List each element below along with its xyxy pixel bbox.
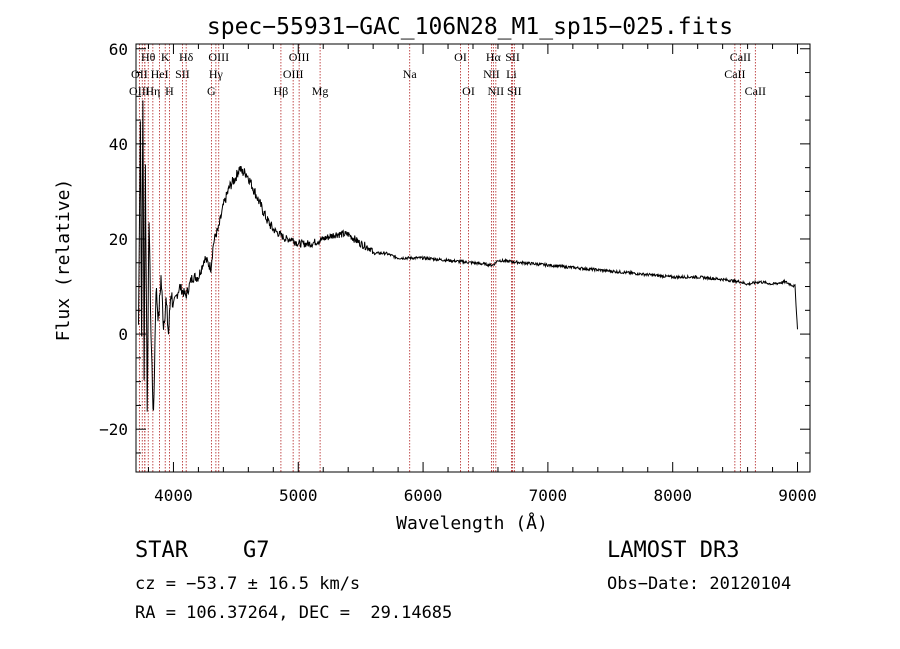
line-label: OI (454, 50, 467, 64)
observation-date: Obs−Date: 20120104 (607, 574, 792, 594)
object-class: STAR (135, 538, 188, 563)
x-axis-label: Wavelength (Å) (396, 512, 548, 534)
line-label: HeI (151, 67, 169, 81)
spectrum-line (138, 100, 798, 412)
y-tick-label: −20 (99, 420, 128, 439)
x-tick-label: 9000 (778, 486, 817, 505)
line-label: CaII (745, 84, 766, 98)
chart-title: spec−55931−GAC_106N28_M1_sp15−025.fits (207, 14, 733, 40)
line-label: Hα (486, 50, 502, 64)
line-label: Hθ (141, 50, 156, 64)
y-tick-label: 20 (109, 230, 128, 249)
y-tick-label: 0 (118, 325, 128, 344)
line-label: G (207, 84, 216, 98)
survey-name: LAMOST DR3 (607, 538, 740, 563)
line-label: SII (175, 67, 190, 81)
x-tick-label: 4000 (154, 486, 193, 505)
redshift-cz: cz = −53.7 ± 16.5 km/s (135, 574, 361, 594)
line-label: Hγ (209, 67, 224, 81)
line-label: OII (131, 67, 148, 81)
line-label: OIII (129, 84, 150, 98)
line-label: Li (506, 67, 517, 81)
line-label: Hδ (179, 50, 194, 64)
line-label: OIII (208, 50, 229, 64)
y-tick-label: 60 (109, 40, 128, 59)
line-label: CaII (730, 50, 751, 64)
object-subclass: G7 (243, 538, 270, 563)
x-tick-label: 7000 (529, 486, 568, 505)
line-label: Hη (145, 84, 160, 98)
line-label: SII (505, 50, 520, 64)
x-axis-ticks: 4000 5000 6000 7000 8000 9000 (147, 44, 817, 505)
line-label: NII (483, 67, 500, 81)
y-tick-label: 40 (109, 135, 128, 154)
line-label: CaII (724, 67, 745, 81)
coordinates: RA = 106.37264, DEC = 29.14685 (135, 603, 453, 623)
x-tick-label: 5000 (279, 486, 318, 505)
x-tick-label: 6000 (404, 486, 443, 505)
line-label: H (165, 84, 174, 98)
y-axis-ticks: −20 0 20 40 60 (99, 40, 810, 454)
line-label: Hβ (274, 84, 289, 98)
line-label: SII (507, 84, 522, 98)
spectral-line-markers (138, 44, 756, 472)
line-label: OI (462, 84, 475, 98)
line-label: Mg (312, 84, 329, 98)
line-label: OIII (283, 67, 304, 81)
x-tick-label: 8000 (653, 486, 692, 505)
plot-frame (135, 43, 811, 473)
line-label: OIII (289, 50, 310, 64)
line-label: K (161, 50, 170, 64)
line-label: Na (403, 67, 418, 81)
y-axis-label: Flux (relative) (53, 179, 74, 342)
line-label: NII (488, 84, 505, 98)
